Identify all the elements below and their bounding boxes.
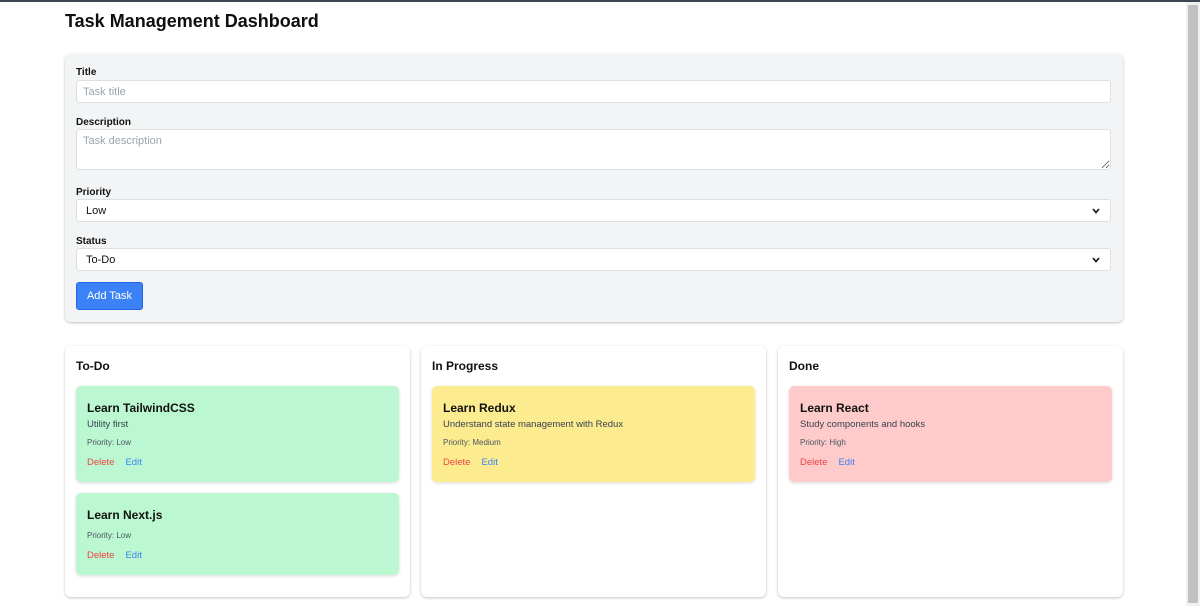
task-title: Learn Next.js: [87, 508, 163, 522]
status-label: Status: [76, 236, 107, 247]
task-description: Study components and hooks: [800, 419, 926, 430]
task-actions: Delete Edit: [87, 550, 142, 561]
page-title: Task Management Dashboard: [65, 11, 319, 31]
description-label: Description: [76, 117, 132, 128]
window-top-border: [0, 0, 1200, 2]
scrollbar-thumb[interactable]: [1188, 5, 1198, 603]
page-scrollbar[interactable]: [1186, 2, 1200, 606]
status-select-value: To-Do: [86, 253, 116, 266]
title-input[interactable]: [76, 80, 1111, 103]
edit-button[interactable]: Edit: [481, 457, 498, 468]
delete-button[interactable]: Delete: [87, 457, 115, 468]
delete-button[interactable]: Delete: [87, 550, 115, 561]
task-actions: Delete Edit: [800, 457, 855, 468]
column-title: In Progress: [432, 359, 499, 373]
title-label: Title: [76, 67, 97, 78]
delete-button[interactable]: Delete: [800, 457, 828, 468]
edit-button[interactable]: Edit: [125, 550, 142, 561]
priority-select-value: Low: [86, 204, 107, 217]
task-description: Utility first: [87, 419, 129, 430]
task-card: Learn Next.js Priority: Low Delete Edit: [76, 493, 399, 575]
add-task-form: Title Description Priority Low Status To…: [65, 54, 1123, 322]
task-title: Learn React: [800, 401, 869, 415]
edit-button[interactable]: Edit: [125, 457, 142, 468]
priority-select[interactable]: Low: [76, 199, 1111, 222]
task-description: Understand state management with Redux: [443, 419, 624, 430]
task-priority: Priority: High: [800, 438, 846, 447]
task-card: Learn TailwindCSS Utility first Priority…: [76, 386, 399, 482]
task-priority: Priority: Medium: [443, 438, 501, 447]
status-select[interactable]: To-Do: [76, 248, 1111, 271]
task-priority: Priority: Low: [87, 438, 132, 447]
edit-button[interactable]: Edit: [838, 457, 855, 468]
task-actions: Delete Edit: [443, 457, 498, 468]
column-todo: To-Do Learn TailwindCSS Utility first Pr…: [65, 346, 410, 597]
priority-label: Priority: [76, 187, 112, 198]
column-in-progress: In Progress Learn Redux Understand state…: [421, 346, 766, 597]
task-title: Learn Redux: [443, 401, 516, 415]
task-title: Learn TailwindCSS: [87, 401, 195, 415]
column-title: Done: [789, 359, 819, 373]
column-done: Done Learn React Study components and ho…: [778, 346, 1123, 597]
task-actions: Delete Edit: [87, 457, 142, 468]
chevron-down-icon: [1091, 255, 1101, 265]
column-title: To-Do: [76, 359, 110, 373]
description-textarea[interactable]: [76, 129, 1111, 170]
add-task-button[interactable]: Add Task: [76, 282, 143, 310]
task-card: Learn Redux Understand state management …: [432, 386, 755, 482]
task-priority: Priority: Low: [87, 531, 132, 540]
delete-button[interactable]: Delete: [443, 457, 471, 468]
chevron-down-icon: [1091, 206, 1101, 216]
task-card: Learn React Study components and hooks P…: [789, 386, 1112, 482]
